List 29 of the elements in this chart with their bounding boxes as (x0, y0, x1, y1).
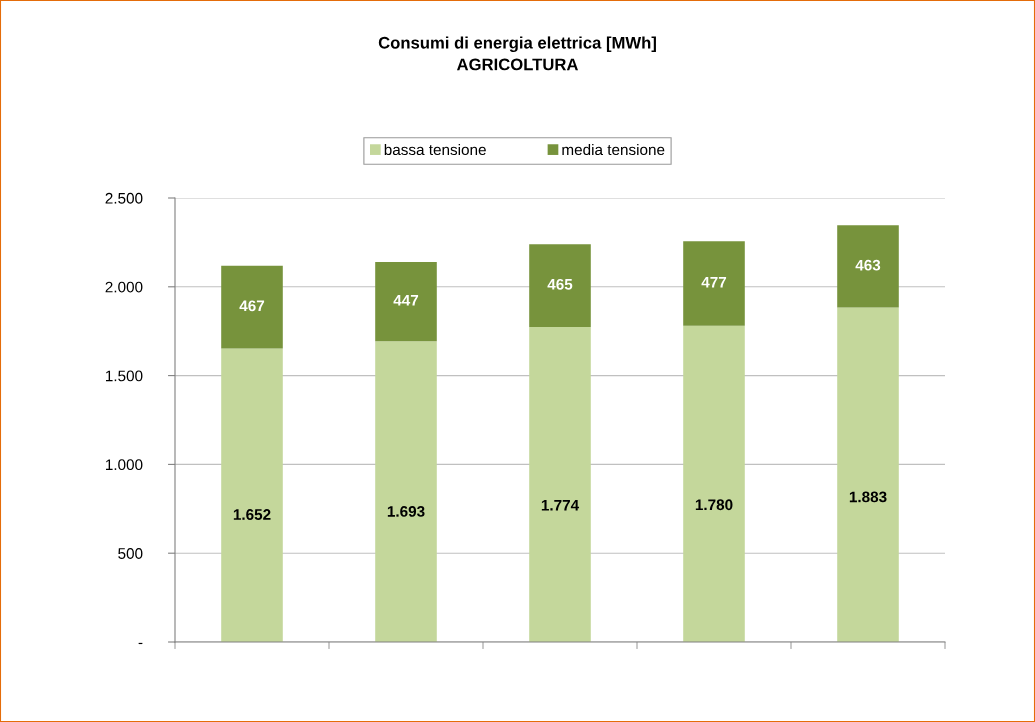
data-label: 467 (239, 300, 265, 312)
legend-label: bassa tensione (384, 143, 486, 156)
bar (529, 326, 591, 642)
data-label: 477 (701, 276, 727, 288)
data-label: 1.693 (387, 505, 425, 517)
bar (375, 261, 437, 342)
y-tick-label: - (138, 642, 143, 645)
bar (837, 307, 899, 642)
data-label: 463 (855, 259, 881, 271)
data-label: 447 (393, 295, 419, 306)
y-tick-label: 1.500 (105, 370, 143, 382)
data-label: 1.774 (541, 499, 580, 511)
data-label: 1.652 (233, 509, 271, 520)
bar (837, 225, 899, 308)
chart-title: Consumi di energia elettrica [MWh] AGRICOLTURA (378, 36, 656, 71)
data-label: 1.780 (695, 499, 733, 511)
bar (683, 241, 745, 326)
legend-label: media tensione (562, 143, 665, 156)
y-tick-label: 1.000 (105, 459, 143, 471)
data-label: 465 (547, 278, 573, 290)
bar (375, 341, 437, 642)
y-tick-label: 2.000 (105, 281, 143, 293)
y-tick-label: 2.500 (105, 192, 143, 204)
bar (221, 348, 283, 642)
data-label: 1.883 (849, 491, 887, 503)
bar (221, 265, 283, 349)
bar (683, 325, 745, 642)
bar (529, 244, 591, 327)
y-tick-label: 500 (118, 548, 143, 559)
